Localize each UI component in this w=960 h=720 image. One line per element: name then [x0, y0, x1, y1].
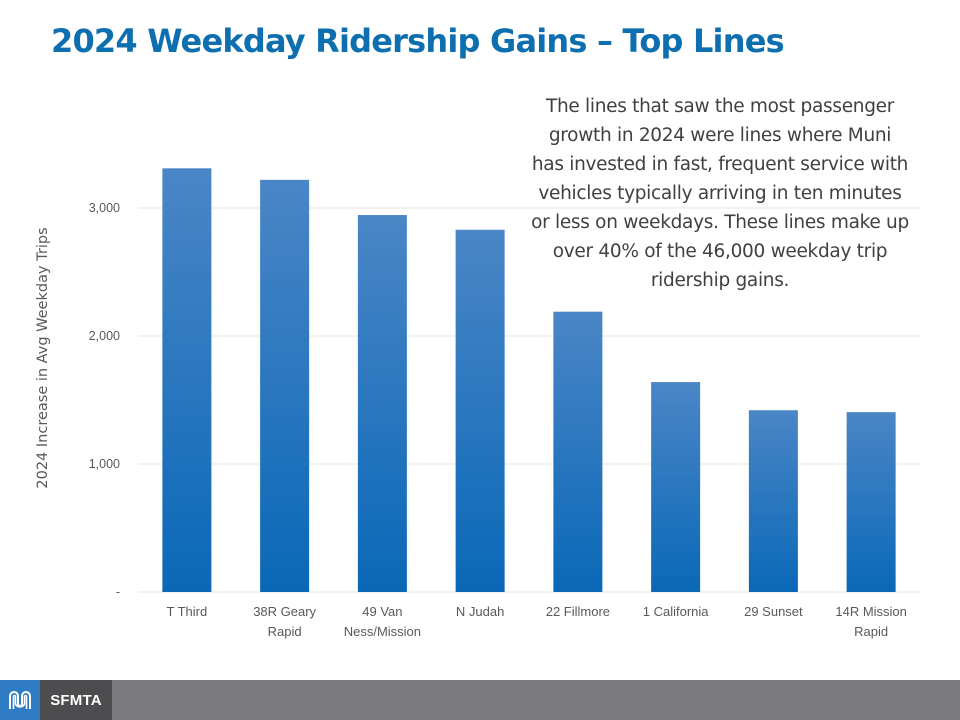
callout-line: growth in 2024 were lines where Muni: [548, 125, 892, 146]
x-tick-label: 14R Mission: [835, 604, 907, 619]
footer-bar: SFMTA: [0, 680, 960, 720]
bars: [162, 168, 896, 593]
bar-1-california: [651, 382, 701, 592]
callout-text: The lines that saw the most passenger gro…: [508, 92, 932, 295]
bar-29-sunset: [748, 410, 798, 592]
bar-n-judah: [455, 229, 505, 592]
x-tick-label: 1 California: [643, 604, 710, 619]
x-tick-label: Ness/Mission: [344, 624, 421, 639]
callout-line: or less on weekdays. These lines make up: [531, 212, 909, 233]
slide-title: 2024 Weekday Ridership Gains – Top Lines: [51, 22, 785, 60]
callout-line: over 40% of the 46,000 weekday trip: [552, 241, 888, 262]
y-axis-label: 2024 Increase in Avg Weekday Trips: [35, 227, 51, 488]
x-tick-label: Rapid: [268, 624, 302, 639]
callout-line: vehicles typically arriving in ten minut…: [538, 183, 902, 204]
bar-38r-geary-rapid: [260, 179, 310, 592]
x-tick-label: 22 Fillmore: [546, 604, 610, 619]
callout-line: has invested in fast, frequent service w…: [531, 154, 909, 175]
brand-box: SFMTA: [40, 680, 112, 720]
bar-t-third: [162, 168, 212, 592]
x-tick-label: N Judah: [456, 604, 504, 619]
x-axis-ticks: T Third 38R Geary Rapid 49 Van Ness/Mission N…: [167, 604, 907, 639]
y-tick-label: 1,000: [89, 457, 120, 471]
callout-line: ridership gains.: [650, 270, 790, 291]
bar-49-van-ness-mission: [357, 215, 407, 593]
bar-chart: - 1,000 2,000 3,000 T Third 38R Geary Rapid 49…: [35, 168, 920, 639]
y-tick-label: 2,000: [89, 329, 120, 343]
y-tick-label: -: [116, 585, 120, 599]
x-tick-label: Rapid: [854, 624, 888, 639]
brand-name: SFMTA: [50, 691, 102, 709]
muni-worm-logo-icon: [9, 691, 31, 709]
x-tick-label: T Third: [167, 604, 208, 619]
bar-22-fillmore: [553, 311, 603, 592]
x-tick-label: 38R Geary: [253, 604, 316, 619]
logo-box: [0, 680, 40, 720]
x-tick-label: 29 Sunset: [744, 604, 803, 619]
y-axis-ticks: - 1,000 2,000 3,000: [89, 201, 120, 599]
x-tick-label: 49 Van: [362, 604, 402, 619]
bar-14r-mission-rapid: [846, 412, 896, 592]
y-tick-label: 3,000: [89, 201, 120, 215]
callout-line: The lines that saw the most passenger: [545, 96, 895, 117]
